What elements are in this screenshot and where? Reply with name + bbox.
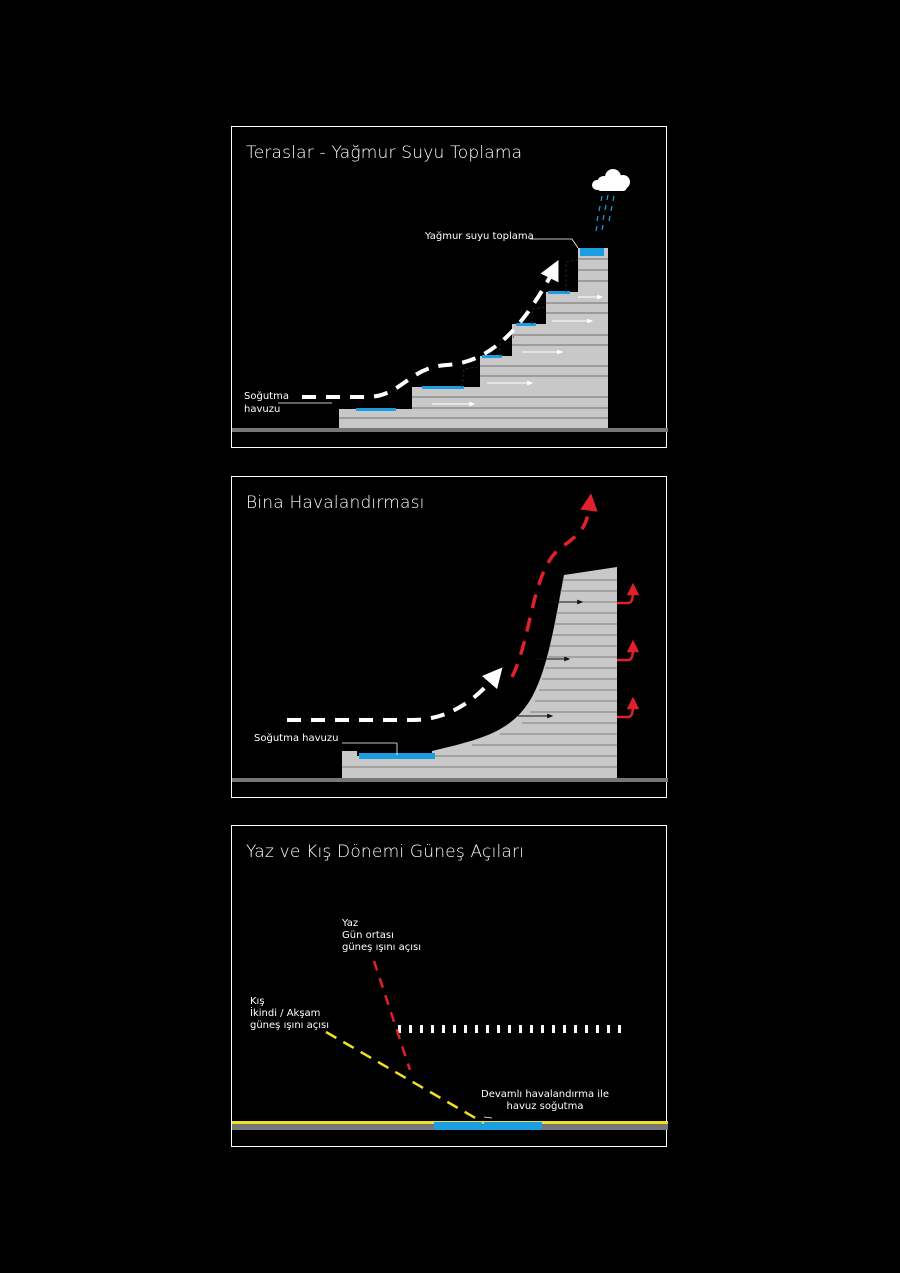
summer-label-line2: Gün ortası <box>342 930 394 941</box>
vent-label-leader <box>483 1116 493 1119</box>
interior-airflow-arrows <box>518 599 584 719</box>
summer-label-line3: güneş ışını açısı <box>342 942 422 953</box>
pool-label: Soğutma havuzu <box>254 733 339 744</box>
ground-line <box>232 778 668 782</box>
terraces-diagram <box>232 169 668 432</box>
rain-label-leader <box>530 238 579 249</box>
cool-airflow-curve <box>287 667 503 722</box>
rain-collection-label: Yağmur suyu toplama <box>425 231 534 242</box>
panel-sun-angles: Yaz ve Kış Dönemi Güneş Açıları Yaz Gün … <box>231 825 668 1147</box>
airflow-curve <box>302 260 559 400</box>
hot-airflow-curve <box>510 493 598 678</box>
winter-label-line1: Kış <box>250 996 265 1007</box>
pool-label-line1: Soğutma <box>244 391 289 402</box>
summer-sun-ray <box>372 960 412 1071</box>
terrace-water <box>356 248 604 411</box>
panel-title: Teraslar - Yağmur Suyu Toplama <box>246 143 523 163</box>
interior-airflow-arrows <box>432 294 604 407</box>
summer-label-line1: Yaz <box>342 918 359 929</box>
cooling-pool <box>359 753 435 759</box>
panel-terraces: Teraslar - Yağmur Suyu Toplama Yağmur su… <box>231 126 668 448</box>
ventilation-diagram <box>232 493 668 782</box>
floor-lines <box>339 258 608 419</box>
stepped-building <box>339 248 608 428</box>
winter-label-line3: güneş ışını açısı <box>250 1020 330 1031</box>
floor-lines <box>342 579 617 768</box>
rain-drops-icon <box>595 194 615 232</box>
curved-building <box>342 567 617 778</box>
panel-ventilation: Bina Havalandırması Soğutma havuzu <box>231 476 668 798</box>
exhaust-arrows <box>617 582 640 719</box>
vent-label-line2: havuz soğutma <box>506 1101 584 1112</box>
cooling-pool <box>434 1122 542 1130</box>
winter-label-line2: İkindi / Akşam <box>250 1008 321 1019</box>
pool-label-line2: havuzu <box>244 404 281 415</box>
vent-label-line1: Devamlı havalandırma ile <box>481 1089 609 1100</box>
step-drain-arrows <box>461 259 579 388</box>
panel-title: Bina Havalandırması <box>246 493 425 513</box>
panel-title: Yaz ve Kış Dönemi Güneş Açıları <box>246 842 525 862</box>
cloud-icon <box>592 169 630 191</box>
sun-angles-diagram <box>232 960 668 1130</box>
winter-sun-ray <box>325 1030 485 1125</box>
ground-line <box>232 428 668 432</box>
